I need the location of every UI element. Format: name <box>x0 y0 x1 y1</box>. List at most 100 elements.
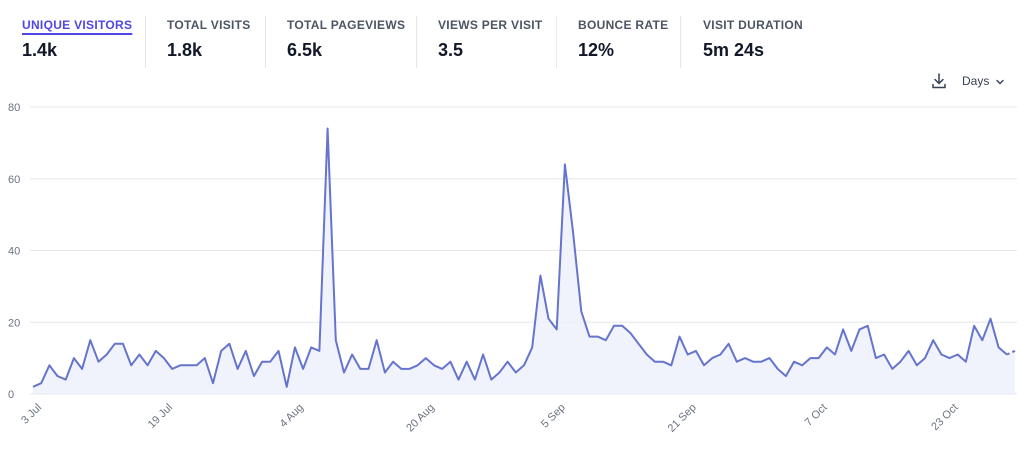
data-point[interactable] <box>137 352 142 357</box>
data-point[interactable] <box>186 363 191 368</box>
data-point[interactable] <box>112 341 117 346</box>
data-point[interactable] <box>292 345 297 350</box>
data-point[interactable] <box>260 359 265 364</box>
data-point[interactable] <box>284 384 289 389</box>
data-point[interactable] <box>914 363 919 368</box>
data-point[interactable] <box>440 366 445 371</box>
data-point[interactable] <box>800 363 805 368</box>
data-point[interactable] <box>562 162 567 167</box>
data-point[interactable] <box>522 363 527 368</box>
metric-label[interactable]: UNIQUE VISITORS <box>22 18 133 32</box>
series-line[interactable] <box>32 127 1008 388</box>
data-point[interactable] <box>268 359 273 364</box>
data-point[interactable] <box>906 348 911 353</box>
data-point[interactable] <box>702 363 707 368</box>
data-point[interactable] <box>587 334 592 339</box>
data-point[interactable] <box>603 338 608 343</box>
data-point[interactable] <box>571 230 576 235</box>
data-point[interactable] <box>947 356 952 361</box>
metric-label[interactable]: VIEWS PER VISIT <box>438 18 543 32</box>
interval-selector[interactable]: Days <box>962 74 1005 88</box>
metric-label[interactable]: TOTAL VISITS <box>167 18 251 32</box>
data-point[interactable] <box>178 363 183 368</box>
data-point[interactable] <box>734 359 739 364</box>
data-point[interactable] <box>505 359 510 364</box>
data-point[interactable] <box>816 356 821 361</box>
data-point[interactable] <box>350 352 355 357</box>
data-point[interactable] <box>849 348 854 353</box>
data-point[interactable] <box>743 356 748 361</box>
data-point[interactable] <box>366 366 371 371</box>
data-point[interactable] <box>88 338 93 343</box>
chevron-down-icon[interactable] <box>995 77 1005 87</box>
data-point[interactable] <box>309 345 314 350</box>
data-point[interactable] <box>538 273 543 278</box>
data-point[interactable] <box>546 316 551 321</box>
data-point[interactable] <box>80 366 85 371</box>
interval-label[interactable]: Days <box>962 74 990 88</box>
data-point[interactable] <box>554 327 559 332</box>
data-point[interactable] <box>472 377 477 382</box>
data-point[interactable] <box>415 363 420 368</box>
data-point[interactable] <box>963 359 968 364</box>
data-point[interactable] <box>407 366 412 371</box>
data-point[interactable] <box>211 381 216 386</box>
metric-label[interactable]: TOTAL PAGEVIEWS <box>287 18 406 32</box>
metric-label[interactable]: VISIT DURATION <box>703 18 803 32</box>
data-point[interactable] <box>489 377 494 382</box>
data-point[interactable] <box>767 356 772 361</box>
data-point[interactable] <box>833 352 838 357</box>
data-point[interactable] <box>677 334 682 339</box>
data-point[interactable] <box>718 352 723 357</box>
data-point[interactable] <box>432 363 437 368</box>
data-point[interactable] <box>39 381 44 386</box>
data-point[interactable] <box>923 356 928 361</box>
data-point[interactable] <box>55 374 60 379</box>
data-point[interactable] <box>423 356 428 361</box>
data-point[interactable] <box>612 323 617 328</box>
data-point[interactable] <box>399 366 404 371</box>
data-point[interactable] <box>988 316 993 321</box>
data-point[interactable] <box>161 356 166 361</box>
data-point[interactable] <box>464 359 469 364</box>
data-point[interactable] <box>63 377 68 382</box>
data-point[interactable] <box>824 345 829 350</box>
data-point[interactable] <box>333 338 338 343</box>
data-point[interactable] <box>276 348 281 353</box>
data-point[interactable] <box>513 370 518 375</box>
metric-label[interactable]: BOUNCE RATE <box>578 18 669 32</box>
data-point[interactable] <box>783 374 788 379</box>
data-point[interactable] <box>636 341 641 346</box>
data-point[interactable] <box>652 359 657 364</box>
data-point[interactable] <box>1004 352 1009 357</box>
data-point[interactable] <box>170 366 175 371</box>
data-point[interactable] <box>235 366 240 371</box>
data-point[interactable] <box>301 366 306 371</box>
data-point[interactable] <box>898 359 903 364</box>
data-point[interactable] <box>726 341 731 346</box>
data-point[interactable] <box>153 348 158 353</box>
data-point[interactable] <box>325 126 330 131</box>
data-point[interactable] <box>628 331 633 336</box>
data-point[interactable] <box>194 363 199 368</box>
data-point[interactable] <box>317 348 322 353</box>
data-point[interactable] <box>669 363 674 368</box>
data-point[interactable] <box>808 356 813 361</box>
data-point[interactable] <box>980 338 985 343</box>
data-point[interactable] <box>448 359 453 364</box>
data-point[interactable] <box>104 352 109 357</box>
data-point[interactable] <box>202 356 207 361</box>
data-point[interactable] <box>661 359 666 364</box>
data-point[interactable] <box>710 356 715 361</box>
data-point[interactable] <box>751 359 756 364</box>
data-point[interactable] <box>481 352 486 357</box>
data-point[interactable] <box>391 359 396 364</box>
data-point[interactable] <box>775 366 780 371</box>
data-point[interactable] <box>47 363 52 368</box>
data-point[interactable] <box>579 309 584 314</box>
data-point[interactable] <box>530 345 535 350</box>
data-point[interactable] <box>620 323 625 328</box>
data-point[interactable] <box>939 352 944 357</box>
download-icon[interactable] <box>930 72 948 90</box>
data-point[interactable] <box>358 366 363 371</box>
